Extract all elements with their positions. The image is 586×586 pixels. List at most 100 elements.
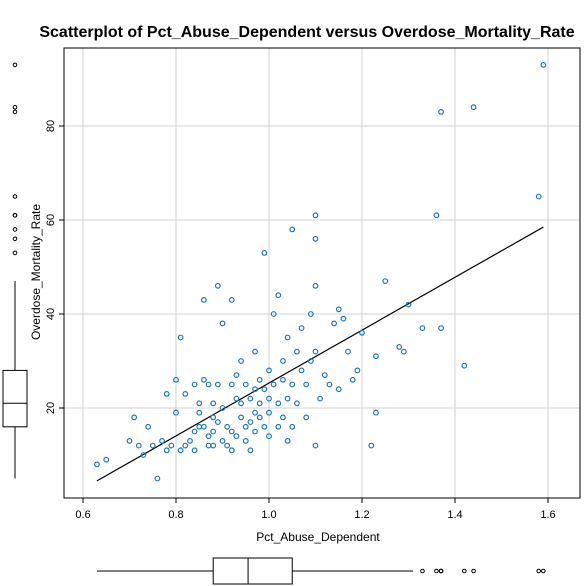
x-box-outlier — [420, 568, 425, 574]
y-box-outlier — [12, 62, 18, 68]
data-point — [210, 400, 217, 407]
y-tick-label: 40 — [45, 308, 57, 320]
grid-lines — [64, 48, 580, 498]
data-point — [242, 438, 249, 444]
data-point — [196, 400, 203, 407]
data-point — [191, 381, 198, 388]
y-axis-ticks: 20 40 60 80 — [45, 120, 64, 414]
data-point — [173, 376, 179, 383]
data-point — [284, 395, 291, 402]
data-point — [242, 423, 249, 430]
data-point — [261, 386, 268, 393]
data-point — [331, 320, 338, 327]
data-point — [261, 423, 268, 430]
data-point — [270, 381, 277, 388]
data-point — [247, 419, 254, 426]
chart-title: Scatterplot of Pct_Abuse_Dependent versu… — [39, 24, 574, 41]
x-axis-ticks: 0.6 0.8 1.0 1.2 1.4 1.6 — [75, 498, 556, 521]
y-box-outlier — [12, 213, 18, 218]
data-point — [284, 438, 291, 444]
regression-line — [96, 226, 544, 482]
data-point — [321, 372, 328, 379]
data-point — [294, 348, 300, 355]
data-point — [312, 348, 319, 355]
data-point — [135, 442, 142, 449]
data-point — [461, 362, 468, 369]
data-point — [289, 423, 296, 430]
x-box-outlier — [434, 568, 439, 574]
data-point — [252, 348, 258, 355]
data-point — [540, 62, 547, 68]
data-point — [354, 367, 361, 374]
data-point — [238, 400, 245, 407]
y-box-outlier — [12, 194, 18, 199]
x-box-outlier — [462, 568, 467, 574]
x-box-outlier — [541, 568, 546, 574]
data-point — [205, 381, 212, 388]
data-point — [312, 235, 319, 242]
data-point — [275, 423, 282, 430]
data-point — [200, 376, 207, 383]
data-point — [312, 212, 319, 219]
data-point — [145, 423, 152, 430]
y-tick-label: 20 — [45, 402, 57, 414]
data-point — [191, 428, 198, 435]
data-point — [261, 249, 268, 256]
data-point — [438, 325, 444, 332]
plot-frame — [63, 47, 581, 499]
data-point — [405, 301, 412, 308]
data-point — [177, 447, 184, 454]
data-point — [256, 376, 263, 383]
data-point — [210, 414, 217, 421]
x-tick-label: 1.4 — [447, 509, 462, 521]
data-point — [131, 414, 138, 421]
data-point — [210, 428, 217, 435]
data-point — [312, 442, 319, 449]
data-point — [228, 428, 235, 435]
data-point — [298, 367, 305, 374]
data-point — [280, 414, 286, 421]
data-point — [270, 311, 277, 317]
data-point — [205, 433, 212, 440]
data-point — [284, 334, 291, 341]
y-box-outlier — [12, 227, 18, 232]
y-tick-label: 80 — [45, 120, 57, 132]
data-point — [256, 400, 263, 407]
data-point — [275, 292, 282, 299]
data-point — [228, 381, 235, 388]
y-box-outlier — [12, 250, 18, 256]
data-point — [200, 423, 207, 430]
x-box-outlier — [438, 568, 444, 574]
data-point — [126, 438, 133, 444]
x-tick-label: 1.6 — [540, 509, 555, 521]
y-box-outlier — [12, 109, 18, 115]
x-tick-label: 1.0 — [261, 509, 276, 521]
data-point — [149, 442, 156, 449]
data-point — [242, 381, 249, 388]
data-point — [196, 423, 203, 430]
data-point — [438, 108, 444, 115]
data-point — [94, 461, 100, 468]
data-point — [224, 423, 231, 430]
x-box-outlier — [536, 568, 542, 574]
data-point — [238, 358, 245, 364]
data-point — [382, 278, 389, 285]
data-point — [307, 311, 314, 317]
data-point — [228, 297, 235, 303]
data-point — [303, 381, 310, 388]
data-point — [266, 367, 272, 374]
data-point — [280, 358, 286, 364]
y-box-outlier — [12, 236, 18, 242]
data-point — [368, 442, 375, 449]
data-point — [298, 325, 305, 332]
data-point — [266, 409, 272, 416]
x-tick-label: 1.2 — [354, 509, 369, 521]
data-point — [214, 282, 221, 289]
data-point — [266, 433, 272, 440]
data-point — [103, 456, 110, 463]
data-point — [312, 282, 319, 289]
data-point — [275, 400, 282, 407]
data-point — [303, 414, 310, 421]
data-point — [200, 297, 207, 303]
